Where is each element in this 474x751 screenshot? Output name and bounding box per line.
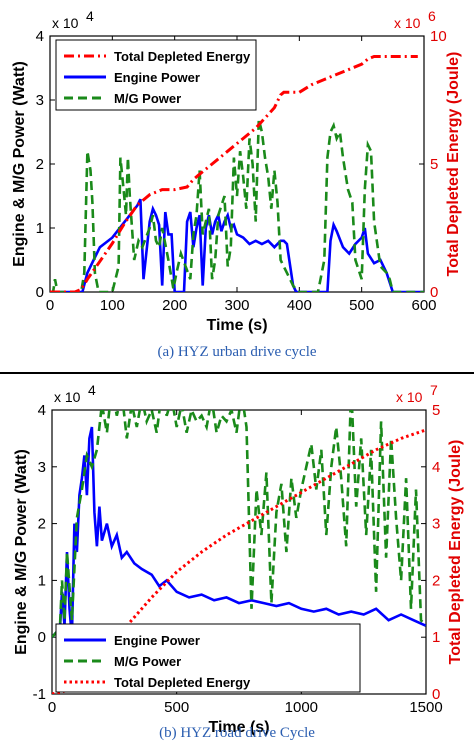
y-tick-label: 2 <box>38 516 46 533</box>
x-axis-title: Time (s) <box>208 719 269 736</box>
y-right-exponent: x 10 <box>394 15 421 31</box>
y-tick-label: 0 <box>36 284 44 301</box>
y-right-tick-label: 10 <box>430 28 447 45</box>
y-tick-label: 4 <box>38 402 46 419</box>
y-tick-label: 0 <box>38 629 46 646</box>
legend-box <box>55 39 257 111</box>
y-exponent: x 10 <box>54 389 81 405</box>
legend-label: M/G Power <box>114 91 181 106</box>
x-tick-label: 1500 <box>409 699 442 716</box>
caption-road: (b) HYZ road drive Cycle <box>159 725 315 741</box>
legend-label: Total Depleted Energy <box>114 675 251 690</box>
y-right-tick-label: 5 <box>430 156 438 173</box>
legend-box <box>55 623 361 693</box>
x-tick-label: 300 <box>224 297 249 314</box>
series-m-g-power <box>50 118 424 292</box>
series-total-depleted-energy <box>52 428 426 694</box>
y-tick-label: 3 <box>36 92 44 109</box>
y-axis-title: Engine & M/G Power (Watt) <box>13 449 30 655</box>
y-right-tick-label: 0 <box>432 686 440 703</box>
legend-label: Total Depleted Energy <box>114 49 251 64</box>
y-right-tick-label: 0 <box>430 284 438 301</box>
y-right-exponent-power: 7 <box>430 382 438 398</box>
x-tick-label: 1000 <box>285 699 318 716</box>
legend: Total Depleted Energy Engine Power M/G Pow… <box>55 39 257 111</box>
legend-label: M/G Power <box>114 654 181 669</box>
x-tick-label: 500 <box>164 699 189 716</box>
y-right-axis-title: Total Depleted Energy (Joule) <box>447 440 464 665</box>
x-tick-label: 0 <box>46 297 54 314</box>
x-tick-label: 500 <box>349 297 374 314</box>
y-right-tick-label: 3 <box>432 516 440 533</box>
series-engine-power <box>50 198 424 292</box>
y-right-tick-label: 4 <box>432 459 440 476</box>
divider <box>0 372 474 374</box>
y-axis-title: Engine & M/G Power (Watt) <box>11 61 28 267</box>
series-m-g-power <box>52 410 426 639</box>
x-axis-title: Time (s) <box>206 317 267 334</box>
y-right-tick-label: 5 <box>432 402 440 419</box>
y-tick-label: 4 <box>36 28 44 45</box>
legend: Engine Power M/G Power Total Depleted Ener… <box>55 623 361 693</box>
y-exponent-power: 4 <box>88 382 96 398</box>
y-tick-label: 1 <box>38 572 46 589</box>
x-tick-label: 400 <box>287 297 312 314</box>
x-tick-label: 100 <box>100 297 125 314</box>
y-tick-label: 2 <box>36 156 44 173</box>
series-total-depleted-energy <box>50 55 418 292</box>
series-engine-power <box>52 426 426 639</box>
y-tick-label: 1 <box>36 220 44 237</box>
legend-label: Engine Power <box>114 70 200 85</box>
y-right-tick-label: 2 <box>432 572 440 589</box>
y-tick-label: 3 <box>38 459 46 476</box>
x-tick-label: 200 <box>162 297 187 314</box>
y-exponent-power: 4 <box>86 8 94 24</box>
caption-urban: (a) HYZ urban drive cycle <box>157 344 317 360</box>
y-exponent: x 10 <box>52 15 79 31</box>
plot-frame <box>51 409 427 695</box>
y-right-axis-title: Total Depleted Energy (Joule) <box>445 52 462 277</box>
legend-label: Engine Power <box>114 633 200 648</box>
y-right-exponent: x 10 <box>396 389 423 405</box>
x-tick-label: 0 <box>48 699 56 716</box>
y-tick-label: -1 <box>33 686 46 703</box>
y-right-exponent-power: 6 <box>428 8 436 24</box>
y-right-tick-label: 1 <box>432 629 440 646</box>
x-tick-label: 600 <box>411 297 436 314</box>
